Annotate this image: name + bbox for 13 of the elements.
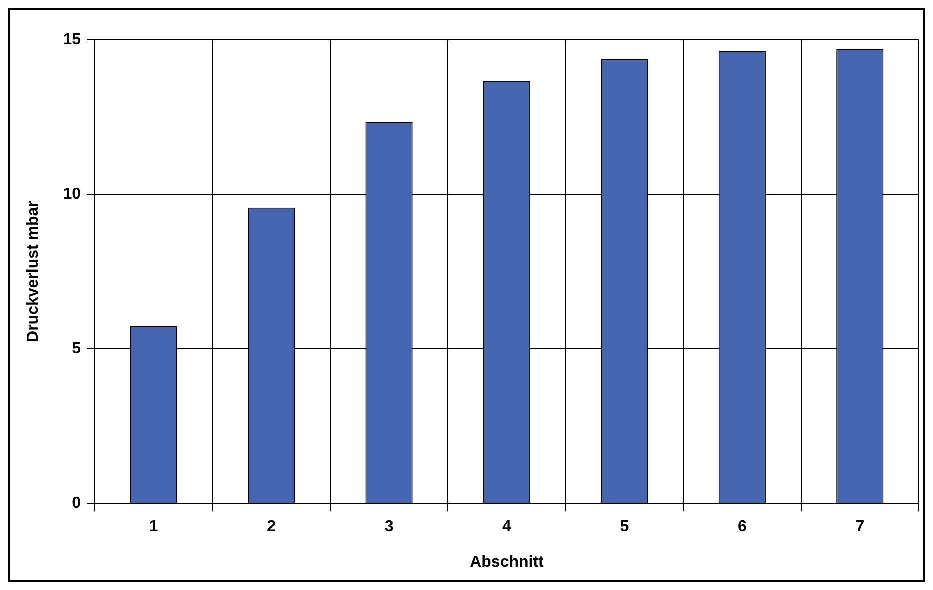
x-tick-label: 6 — [738, 518, 747, 536]
y-tick-label: 0 — [72, 495, 82, 512]
y-tick-label: 5 — [72, 340, 82, 358]
x-tick-label: 5 — [620, 518, 630, 536]
x-tick-label: 3 — [384, 518, 394, 536]
y-axis-title: Druckverlust mbar — [25, 201, 42, 342]
x-tick-label: 1 — [149, 518, 158, 536]
x-tick-label: 2 — [267, 518, 276, 536]
y-tick-label: 10 — [63, 186, 82, 203]
y-tick-label: 15 — [63, 31, 82, 48]
x-tick-label: 4 — [502, 518, 512, 536]
x-tick-label: 7 — [856, 518, 865, 536]
x-axis-title: Abschnitt — [470, 554, 545, 571]
